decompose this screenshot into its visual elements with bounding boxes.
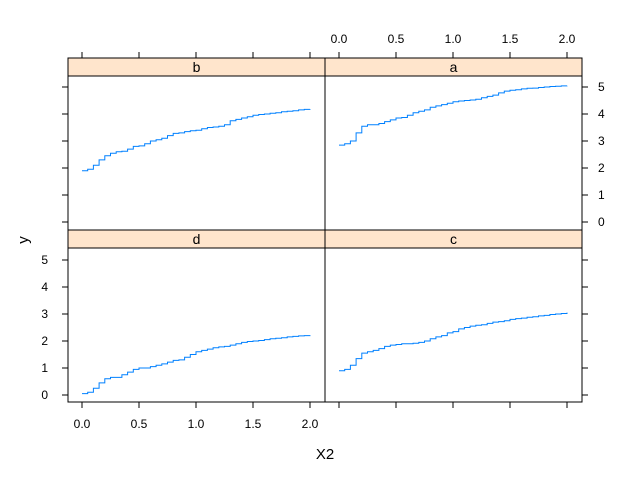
y-axis-title: y	[15, 236, 32, 244]
x-tick-label-bottom: 0.0	[74, 417, 91, 431]
y-tick-label-right: 1	[598, 188, 605, 202]
x-tick-label-top: 1.5	[502, 32, 519, 46]
x-tick-label-top: 1.0	[445, 32, 462, 46]
series-line-b	[82, 108, 311, 172]
x-tick-label-bottom: 1.0	[188, 417, 205, 431]
series-line-a	[339, 85, 568, 146]
y-tick-label-left: 0	[41, 388, 48, 402]
strip-label-b: b	[193, 59, 201, 75]
x-tick-label-top: 0.0	[331, 32, 348, 46]
y-tick-label-right: 2	[598, 161, 605, 175]
strip-label-d: d	[193, 231, 201, 247]
y-tick-label-left: 5	[41, 253, 48, 267]
x-tick-label-top: 0.5	[388, 32, 405, 46]
x-axis-title: X2	[316, 446, 334, 463]
strip-label-c: c	[450, 231, 457, 247]
y-tick-label-right: 5	[598, 80, 605, 94]
y-tick-label-right: 0	[598, 215, 605, 229]
x-tick-label-bottom: 0.5	[131, 417, 148, 431]
y-tick-label-left: 3	[41, 307, 48, 321]
y-tick-label-left: 1	[41, 361, 48, 375]
y-tick-label-left: 2	[41, 334, 48, 348]
panel-border-b	[67, 75, 326, 231]
y-tick-label-right: 4	[598, 107, 605, 121]
y-tick-label-right: 3	[598, 134, 605, 148]
x-tick-label-top: 2.0	[559, 32, 576, 46]
series-line-d	[82, 335, 311, 395]
x-tick-label-bottom: 2.0	[302, 417, 319, 431]
panel-border-c	[324, 247, 583, 403]
series-line-c	[339, 312, 568, 372]
strip-label-a: a	[450, 59, 458, 75]
panel-border-a	[324, 75, 583, 231]
y-tick-label-left: 4	[41, 280, 48, 294]
x-tick-label-bottom: 1.5	[245, 417, 262, 431]
